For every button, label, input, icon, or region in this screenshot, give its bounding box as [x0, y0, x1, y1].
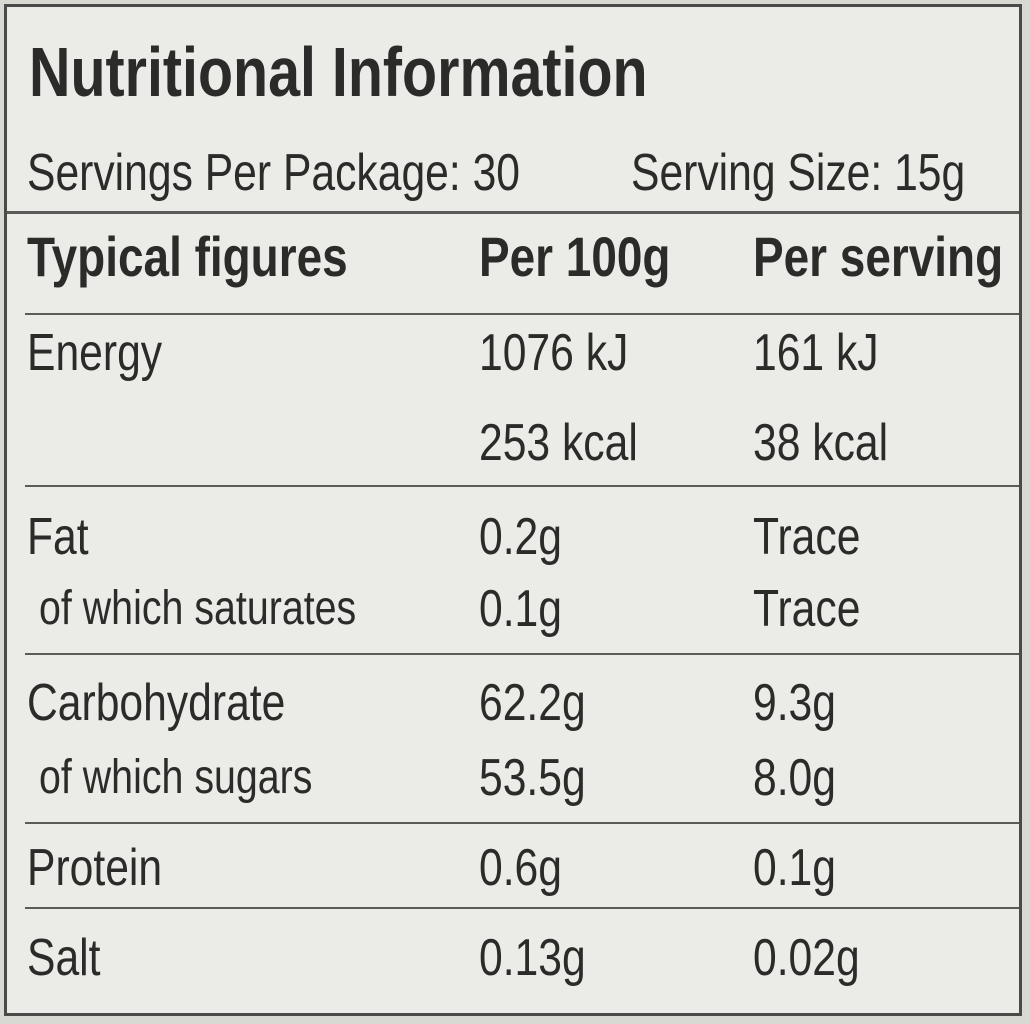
serving-size: Serving Size: 15g	[631, 144, 966, 202]
divider	[25, 313, 1019, 315]
divider	[7, 211, 1019, 214]
row-label: Fat	[27, 508, 89, 566]
nutrition-label: Nutritional Information Servings Per Pac…	[4, 4, 1022, 1016]
per-100g: 53.5g	[479, 749, 586, 807]
per-serving: 161 kJ	[753, 324, 879, 382]
per-100g: 0.13g	[479, 929, 586, 987]
per-100g: 0.2g	[479, 508, 562, 566]
header-cell: Per 100g	[479, 225, 671, 288]
per-serving: 0.1g	[753, 839, 836, 897]
servings-per-package: Servings Per Package: 30	[27, 144, 521, 202]
divider	[25, 822, 1019, 824]
divider	[25, 907, 1019, 909]
per-serving: Trace	[753, 508, 861, 566]
row-label: Energy	[27, 324, 163, 382]
per-100g: 253 kcal	[479, 414, 638, 472]
per-serving: 8.0g	[753, 749, 836, 807]
per-100g: 1076 kJ	[479, 324, 629, 382]
per-serving: Trace	[753, 580, 861, 638]
divider	[25, 653, 1019, 655]
row-label: Carbohydrate	[27, 674, 286, 732]
divider	[25, 485, 1019, 487]
per-serving: 0.02g	[753, 929, 860, 987]
header-cell: Per serving	[753, 225, 1004, 288]
per-serving: 38 kcal	[753, 414, 889, 472]
per-100g: 62.2g	[479, 674, 586, 732]
header-cell: Typical figures	[27, 225, 348, 288]
row-label: of which sugars	[39, 751, 313, 804]
row-label: of which saturates	[39, 582, 357, 635]
per-100g: 0.1g	[479, 580, 562, 638]
row-label: Salt	[27, 929, 101, 987]
per-100g: 0.6g	[479, 839, 562, 897]
per-serving: 9.3g	[753, 674, 836, 732]
title: Nutritional Information	[29, 33, 648, 111]
row-label: Protein	[27, 839, 163, 897]
